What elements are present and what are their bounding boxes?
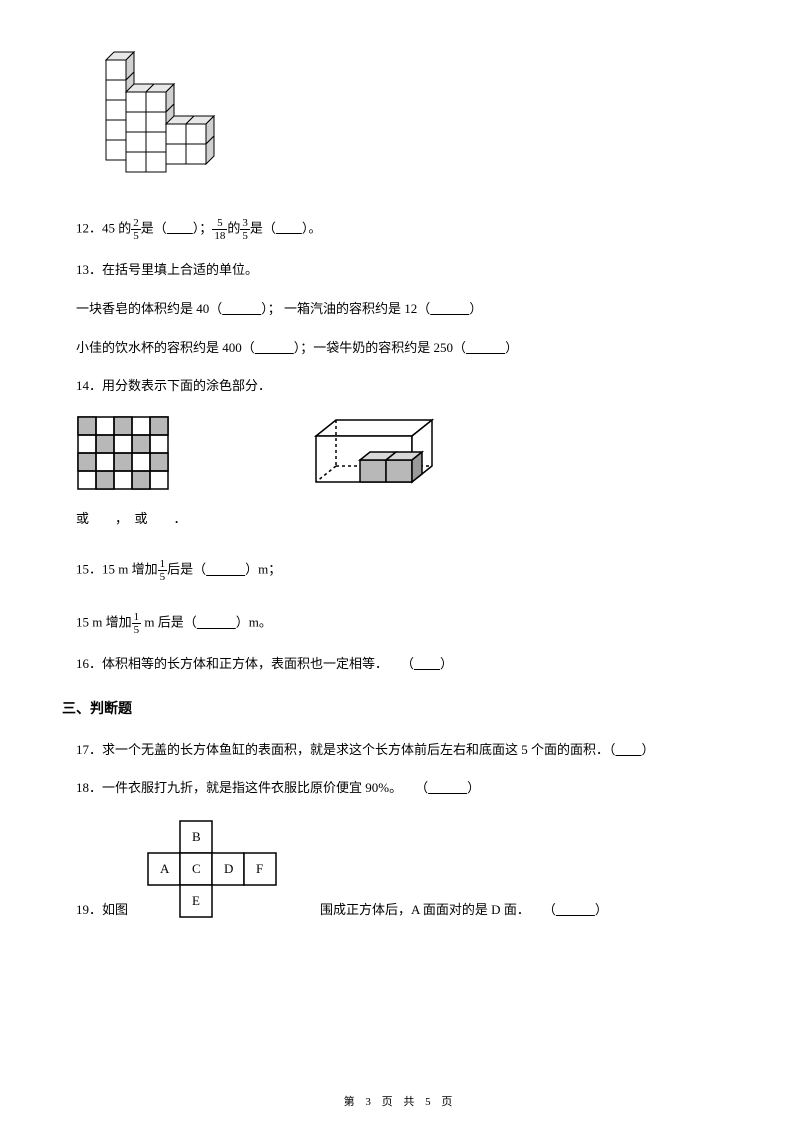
cube-stack-figure: [86, 40, 724, 197]
cube-net-figure: B A C D F E: [134, 817, 314, 921]
question-14: 14．用分数表示下面的涂色部分．: [76, 376, 724, 397]
svg-text:C: C: [192, 861, 201, 876]
question-18: 18．一件衣服打九折，就是指这件衣服比原价便宜 90%。 （ ）: [76, 778, 724, 799]
svg-text:F: F: [256, 861, 263, 876]
svg-text:E: E: [192, 893, 200, 908]
q13-line2: 小佳的饮水杯的容积约是 400（ ）；一袋牛奶的容积约是 250（ ）: [76, 338, 724, 359]
question-16: 16．体积相等的长方体和正方体，表面积也一定相等． （ ）: [76, 654, 724, 675]
svg-text:B: B: [192, 829, 201, 844]
svg-text:D: D: [224, 861, 233, 876]
fraction-2-5: 25: [131, 217, 141, 242]
question-19: 19．如图 B A C D F E 围成正方体后，A 面面对的是 D 面． （ …: [76, 817, 724, 921]
q15-num: 15: [76, 562, 89, 577]
fraction-3-5: 35: [240, 217, 250, 242]
question-13: 13．在括号里填上合适的单位。: [76, 260, 724, 281]
fraction-1-5b: 15: [132, 611, 142, 636]
q14-answer: 或 ， 或 ．: [76, 509, 724, 530]
q14-figures: [76, 415, 724, 491]
page-footer: 第 3 页 共 5 页: [0, 1094, 800, 1112]
q13-num: 13: [76, 262, 89, 277]
q19-num: 19: [76, 902, 89, 917]
fraction-1-5a: 15: [158, 558, 168, 583]
question-17: 17．求一个无盖的长方体鱼缸的表面积，就是求这个长方体前后左右和底面这 5 个面…: [76, 740, 724, 761]
fraction-5-18: 518: [212, 217, 227, 242]
question-15: 15．15 m 增加15后是（ ）m；: [76, 558, 724, 583]
section-3-heading: 三、判断题: [62, 699, 724, 721]
question-12: 12．45 的25是（ ）；518的35是（ ）。: [76, 217, 724, 242]
q13-line1: 一块香皂的体积约是 40（ ）； 一箱汽油的容积约是 12（ ）: [76, 299, 724, 320]
q14-num: 14: [76, 378, 89, 393]
q18-num: 18: [76, 780, 89, 795]
cuboid-shaded: [310, 416, 440, 490]
q17-num: 17: [76, 742, 89, 757]
question-15b: 15 m 增加15 m 后是（ ）m。: [76, 611, 724, 636]
q16-num: 16: [76, 656, 89, 671]
checkerboard-grid: [76, 415, 170, 491]
q12-num: 12: [76, 220, 89, 235]
svg-text:A: A: [160, 861, 170, 876]
